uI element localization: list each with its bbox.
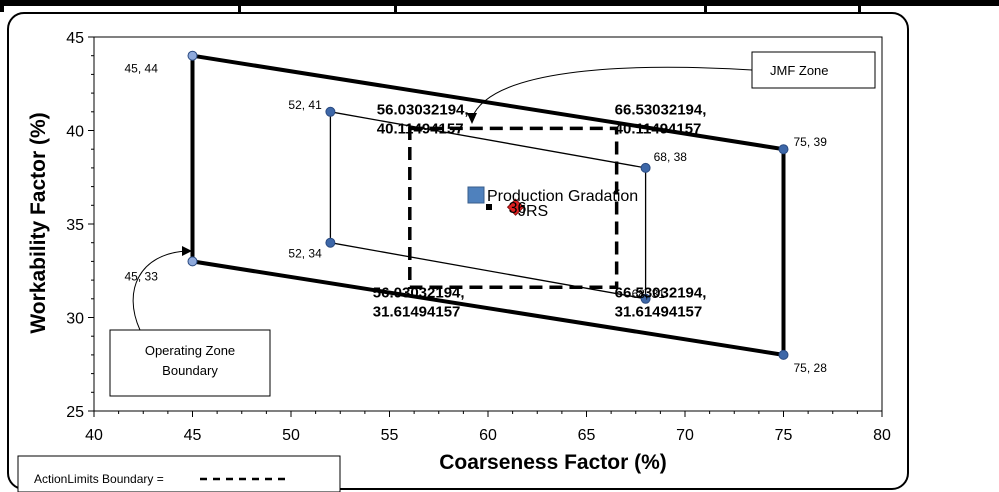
- production-value-label: 36: [509, 200, 527, 217]
- action-label-2-0: 66.53032194,: [615, 284, 707, 301]
- inner-point-0: [325, 106, 336, 117]
- y-tick-label-0: 25: [66, 404, 84, 421]
- operating-callout-line-2: Boundary: [162, 363, 218, 378]
- action-limits-callout: ActionLimits Boundary =: [17, 455, 341, 492]
- production-diamond: [506, 198, 525, 216]
- jmf-zone-callout: JMF Zone: [467, 51, 876, 124]
- inner-point-label-1: 68, 38: [654, 150, 688, 164]
- y-tick-label-1: 30: [66, 311, 84, 328]
- jmf-callout-text: JMF Zone: [770, 63, 829, 78]
- y-tick-label-4: 45: [66, 30, 84, 47]
- x-axis-title: Coarseness Factor (%): [439, 451, 667, 474]
- inner-point-3: [325, 237, 336, 248]
- y-tick-label-3: 40: [66, 124, 84, 141]
- action-limits-boundary: [408, 126, 619, 290]
- jrs-label: JRS: [518, 203, 548, 220]
- operating-point-3: [187, 256, 198, 267]
- operating-callout-line-1: Operating Zone: [145, 343, 235, 358]
- operating-point-label-2: 75, 28: [794, 361, 828, 375]
- action-callout-text: ActionLimits Boundary =: [34, 472, 164, 486]
- action-label-1-0: 66.53032194,: [615, 101, 707, 118]
- x-tick-label-5: 65: [578, 427, 596, 444]
- jmf-callout-box: [751, 51, 876, 89]
- x-tick-label-0: 40: [85, 427, 103, 444]
- action-limits-labels: 56.03032194, 40.11494157 66.53032194, 40.11…: [373, 101, 707, 320]
- x-axis-ticks: [93, 411, 883, 417]
- legend-entry: Production Gradation: [487, 188, 638, 205]
- legend-swatch: [467, 186, 485, 204]
- inner-point-label-0: 52, 41: [288, 98, 322, 112]
- action-label-3-0: 56.03032194,: [373, 284, 465, 301]
- operating-point-2: [778, 349, 789, 360]
- action-label-2-1: 31.61494157: [615, 303, 703, 320]
- x-tick-labels: 40 45 50 55 60 65 70 75 80: [85, 427, 891, 444]
- jmf-callout-arrow: [471, 66, 753, 119]
- action-label-3-1: 31.61494157: [373, 303, 461, 320]
- operating-callout-box: [109, 329, 271, 397]
- x-tick-label-6: 70: [676, 427, 694, 444]
- action-label-0-0: 56.03032194,: [377, 101, 469, 118]
- inner-point-1: [640, 162, 651, 173]
- inner-point-label-2: 68, 31: [632, 287, 666, 301]
- x-tick-label-7: 75: [775, 427, 793, 444]
- operating-point-1: [778, 144, 789, 155]
- jmf-arrow-head: [467, 113, 477, 124]
- operating-point-label-0: 45, 44: [125, 62, 159, 76]
- operating-point-label-1: 75, 39: [794, 135, 828, 149]
- legend: Production Gradation: [467, 186, 638, 205]
- x-tick-label-4: 60: [479, 427, 497, 444]
- inner-zone-points: 52, 41 68, 38 68, 31 52, 34: [288, 98, 688, 304]
- production-gradation-marker: 36 JRS: [486, 198, 548, 220]
- y-axis-title: Workability Factor (%): [27, 112, 50, 333]
- operating-point-0: [187, 50, 198, 61]
- y-tick-labels: 25 30 35 40 45: [66, 30, 84, 421]
- x-tick-label-2: 50: [282, 427, 300, 444]
- x-tick-label-1: 45: [184, 427, 202, 444]
- jrs-marker: [486, 204, 492, 210]
- operating-zone-callout: Operating Zone Boundary: [109, 246, 271, 397]
- inner-point-2: [640, 293, 651, 304]
- operating-arrow-head: [182, 246, 192, 256]
- top-table-fragment: [0, 0, 999, 12]
- y-axis-ticks: [88, 36, 94, 412]
- action-label-0-1: 40.11494157: [377, 120, 464, 137]
- inner-point-label-3: 52, 34: [288, 247, 322, 261]
- operating-point-label-3: 45, 33: [125, 269, 159, 283]
- operating-callout-arrow: [132, 250, 187, 331]
- operating-zone-points: 45, 44 75, 39 75, 28 45, 33: [125, 50, 828, 375]
- x-tick-label-8: 80: [873, 427, 891, 444]
- action-callout-box: [17, 455, 341, 492]
- action-label-1-1: 40.11494157: [615, 120, 702, 137]
- y-tick-label-2: 35: [66, 217, 84, 234]
- x-tick-label-3: 55: [381, 427, 399, 444]
